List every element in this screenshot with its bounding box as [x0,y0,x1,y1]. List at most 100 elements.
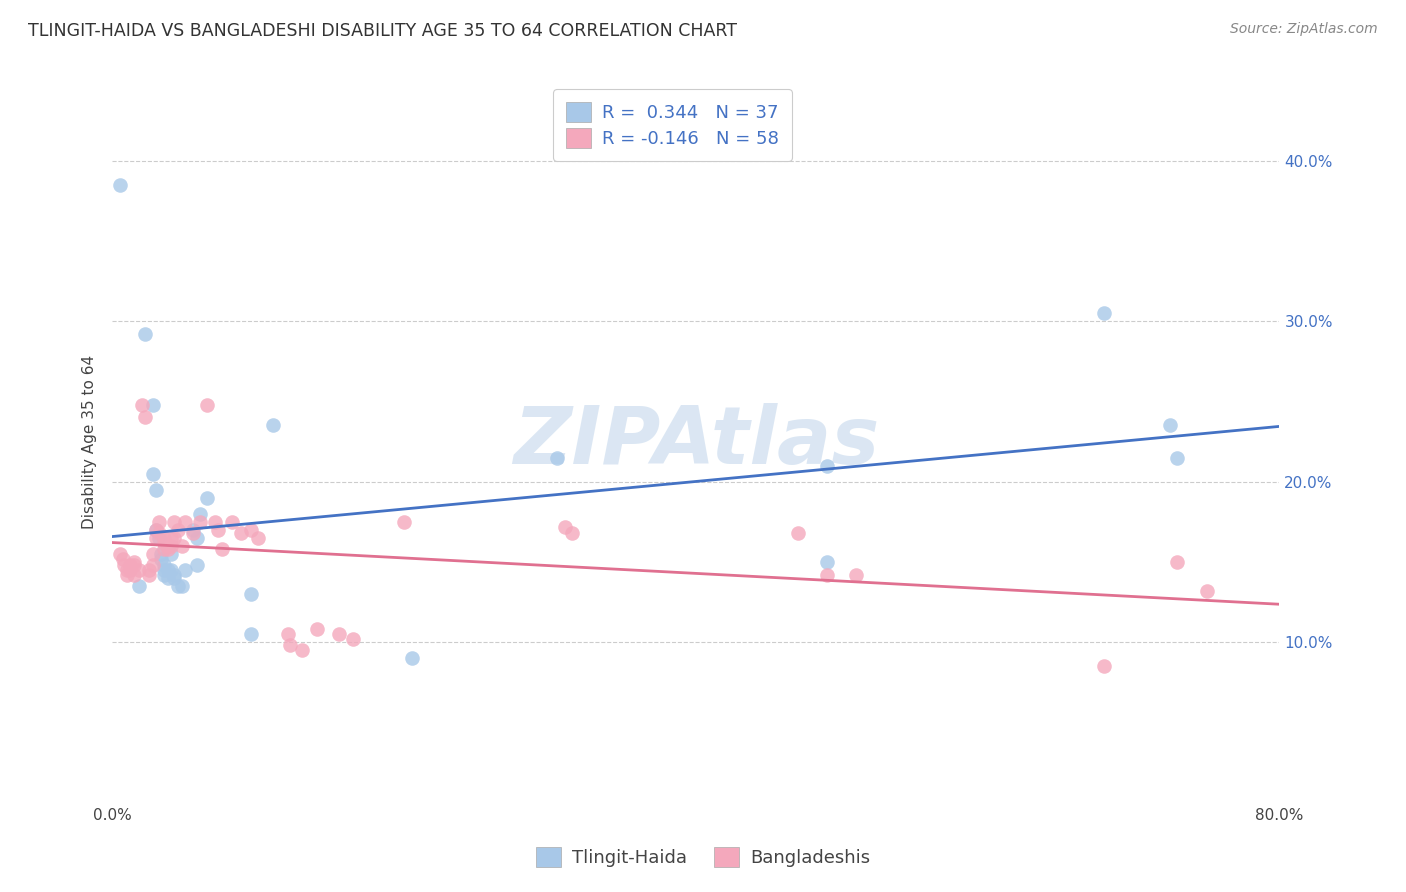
Point [124,555,146,569]
Text: Source: ZipAtlas.com: Source: ZipAtlas.com [1230,22,1378,37]
Point [394,515,416,529]
Point [305,623,328,637]
Point [156,542,179,557]
Point [247,531,270,545]
Point [401,651,423,665]
Point [240,587,263,601]
Point [561,526,583,541]
Point [145,531,167,545]
Point [148,515,170,529]
Point [148,526,170,541]
Point [142,398,165,412]
Point [172,539,194,553]
Point [280,639,302,653]
Point [163,515,186,529]
Point [204,515,226,529]
Point [112,558,135,573]
Point [124,567,146,582]
Point [845,567,868,582]
Point [160,547,183,561]
Point [152,567,174,582]
Point [291,643,314,657]
Point [328,627,350,641]
Text: TLINGIT-HAIDA VS BANGLADESHI DISABILITY AGE 35 TO 64 CORRELATION CHART: TLINGIT-HAIDA VS BANGLADESHI DISABILITY … [28,22,737,40]
Point [145,523,167,537]
Point [262,418,284,433]
Point [131,398,153,412]
Point [546,450,568,465]
Point [138,567,160,582]
Point [815,567,838,582]
Point [142,558,165,573]
Point [160,539,183,553]
Text: ZIPAtlas: ZIPAtlas [513,402,879,481]
Point [240,627,263,641]
Point [554,519,576,533]
Point [815,458,838,473]
Point [172,579,194,593]
Legend: Tlingit-Haida, Bangladeshis: Tlingit-Haida, Bangladeshis [529,839,877,874]
Point [152,542,174,557]
Point [128,579,150,593]
Point [1159,418,1181,433]
Point [108,178,131,192]
Point [149,551,172,566]
Point [111,551,134,566]
Point [145,523,167,537]
Point [156,539,179,553]
Point [186,558,208,573]
Point [1166,450,1188,465]
Point [152,558,174,573]
Point [128,563,150,577]
Point [163,571,186,585]
Point [181,523,204,537]
Point [118,558,141,573]
Point [240,523,263,537]
Point [163,531,186,545]
Y-axis label: Disability Age 35 to 64: Disability Age 35 to 64 [82,354,97,529]
Point [1166,555,1188,569]
Point [815,555,838,569]
Point [207,523,229,537]
Point [160,563,183,577]
Point [134,326,156,341]
Point [142,467,165,481]
Point [195,491,218,505]
Point [145,483,167,497]
Point [160,531,183,545]
Point [138,563,160,577]
Point [148,531,170,545]
Point [1195,583,1218,598]
Point [152,531,174,545]
Point [152,563,174,577]
Point [156,563,179,577]
Point [118,563,141,577]
Point [221,515,243,529]
Point [276,627,298,641]
Legend: R =  0.344   N = 37, R = -0.146   N = 58: R = 0.344 N = 37, R = -0.146 N = 58 [554,89,792,161]
Point [149,547,172,561]
Point [1094,659,1116,673]
Point [174,563,197,577]
Point [167,579,190,593]
Point [787,526,810,541]
Point [1094,306,1116,320]
Point [142,547,165,561]
Point [134,410,156,425]
Point [186,531,208,545]
Point [342,632,364,646]
Point [181,526,204,541]
Point [167,523,190,537]
Point [163,567,186,582]
Point [188,507,211,521]
Point [115,563,138,577]
Point [108,547,131,561]
Point [174,515,197,529]
Point [195,398,218,412]
Point [156,571,179,585]
Point [152,535,174,549]
Point [211,542,233,557]
Point [229,526,252,541]
Point [115,567,138,582]
Point [124,558,146,573]
